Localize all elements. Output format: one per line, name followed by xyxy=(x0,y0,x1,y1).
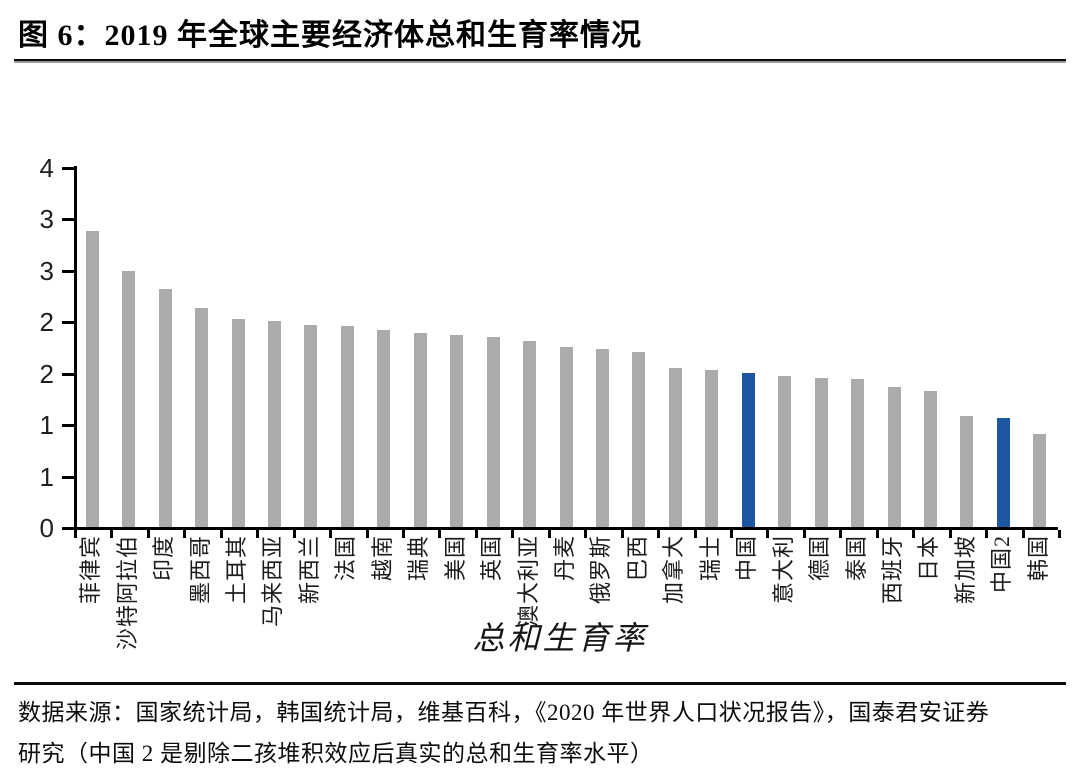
x-axis-tick xyxy=(147,530,150,538)
bar-7 xyxy=(304,325,317,527)
bar-2 xyxy=(122,271,135,527)
x-axis-title: 总和生育率 xyxy=(472,620,648,656)
bar-22 xyxy=(851,379,864,527)
x-axis-category-label: 德国 xyxy=(807,535,832,582)
x-axis-tick xyxy=(110,530,113,538)
x-axis-tick xyxy=(220,530,223,538)
source-note-line-1: 数据来源：国家统计局，韩国统计局，维基百科，《2020 年世界人口状况报告》，国… xyxy=(18,700,990,725)
bar-13 xyxy=(523,341,536,527)
x-axis-category-label: 马来西亚 xyxy=(260,535,285,628)
bar-12 xyxy=(487,337,500,527)
x-axis-tick xyxy=(839,530,842,538)
bar-8 xyxy=(341,326,354,527)
bar-26 xyxy=(997,418,1010,527)
bar-15 xyxy=(596,349,609,527)
y-axis-spine xyxy=(74,166,77,530)
x-axis-line xyxy=(74,527,1058,530)
fertility-bar-chart: 0 1 1 2 2 3 3 4 菲律宾 沙特阿拉伯 印度 墨西哥 土耳其 马来西亚 新西兰 法国 越南 瑞典 美国英… xyxy=(0,70,1080,650)
y-axis-tick-label: 3 xyxy=(39,256,54,286)
bar-11 xyxy=(450,335,463,527)
x-axis-category-label: 墨西哥 xyxy=(188,535,213,605)
y-axis-tick-label: 0 xyxy=(39,513,54,543)
source-note-line-2: 研究（中国 2 是剔除二孩堆积效应后真实的总和生育率水平） xyxy=(18,741,654,766)
x-axis-category-label: 新西兰 xyxy=(297,535,322,605)
bar-18 xyxy=(705,370,718,527)
bar-4 xyxy=(195,308,208,527)
x-axis-tick xyxy=(657,530,660,538)
source-divider xyxy=(14,682,1066,685)
x-axis-tick xyxy=(183,530,186,538)
bar-19 xyxy=(742,373,755,527)
x-axis-category-label: 日本 xyxy=(916,535,941,582)
x-axis-category-label: 新加坡 xyxy=(953,535,978,605)
bar-21 xyxy=(815,378,828,527)
bar-24 xyxy=(924,391,937,527)
x-axis-tick xyxy=(621,530,624,538)
bar-3 xyxy=(159,289,172,527)
y-axis-tick xyxy=(62,527,74,530)
y-axis-tick-label: 2 xyxy=(39,359,54,389)
x-axis-tick xyxy=(329,530,332,538)
x-axis-tick xyxy=(438,530,441,538)
x-axis-tick xyxy=(74,530,77,538)
y-axis-tick xyxy=(62,476,74,479)
x-axis-category-label: 菲律宾 xyxy=(78,535,103,605)
bar-20 xyxy=(778,376,791,527)
x-axis-tick xyxy=(730,530,733,538)
x-axis-category-label: 泰国 xyxy=(844,535,869,582)
x-axis-tick xyxy=(511,530,514,538)
x-axis-tick xyxy=(256,530,259,538)
title-divider xyxy=(14,59,1066,63)
y-axis-tick-label: 1 xyxy=(39,410,54,440)
x-axis-category-label: 意大利 xyxy=(771,535,796,605)
y-axis-tick-label: 1 xyxy=(39,462,54,492)
bar-23 xyxy=(888,387,901,527)
x-axis-category-label: 中国2 xyxy=(989,535,1014,594)
x-axis-tick xyxy=(803,530,806,538)
x-axis-category-label: 法国 xyxy=(333,535,358,582)
x-axis-tick xyxy=(949,530,952,538)
bar-5 xyxy=(232,319,245,527)
figure-title: 图 6：2019 年全球主要经济体总和生育率情况 xyxy=(18,19,642,52)
y-axis-tick xyxy=(62,218,74,221)
x-axis-tick xyxy=(584,530,587,538)
x-axis-tick xyxy=(912,530,915,538)
x-axis-category-label: 土耳其 xyxy=(224,535,249,605)
x-axis-tick xyxy=(1058,530,1061,538)
x-axis-category-label: 沙特阿拉伯 xyxy=(115,535,140,651)
x-axis-tick xyxy=(876,530,879,538)
y-axis-tick xyxy=(62,270,74,273)
y-axis-tick-label: 3 xyxy=(39,204,54,234)
y-axis-tick xyxy=(62,167,74,170)
bar-27 xyxy=(1033,434,1046,527)
y-axis-tick xyxy=(62,321,74,324)
x-axis-tick xyxy=(402,530,405,538)
x-axis-category-label: 韩国 xyxy=(1026,535,1051,582)
y-axis-tick-label: 2 xyxy=(39,307,54,337)
y-axis-tick xyxy=(62,373,74,376)
bar-14 xyxy=(560,347,573,527)
y-axis-tick xyxy=(62,424,74,427)
x-axis-tick xyxy=(548,530,551,538)
x-axis-tick xyxy=(293,530,296,538)
y-axis-tick-label: 4 xyxy=(39,153,54,183)
x-axis-category-label: 西班牙 xyxy=(880,535,905,605)
bar-9 xyxy=(377,330,390,527)
bar-25 xyxy=(960,416,973,527)
source-note: 数据来源：国家统计局，韩国统计局，维基百科，《2020 年世界人口状况报告》，国… xyxy=(18,692,1062,772)
x-axis-tick xyxy=(366,530,369,538)
bar-6 xyxy=(268,321,281,527)
x-axis-category-label: 印度 xyxy=(151,535,176,582)
bar-1 xyxy=(86,231,99,527)
x-axis-tick xyxy=(475,530,478,538)
bar-16 xyxy=(632,352,645,527)
x-axis-tick xyxy=(985,530,988,538)
x-axis-tick xyxy=(1022,530,1025,538)
bar-17 xyxy=(669,368,682,527)
x-axis-tick xyxy=(694,530,697,538)
x-axis-tick xyxy=(766,530,769,538)
bar-10 xyxy=(414,333,427,527)
